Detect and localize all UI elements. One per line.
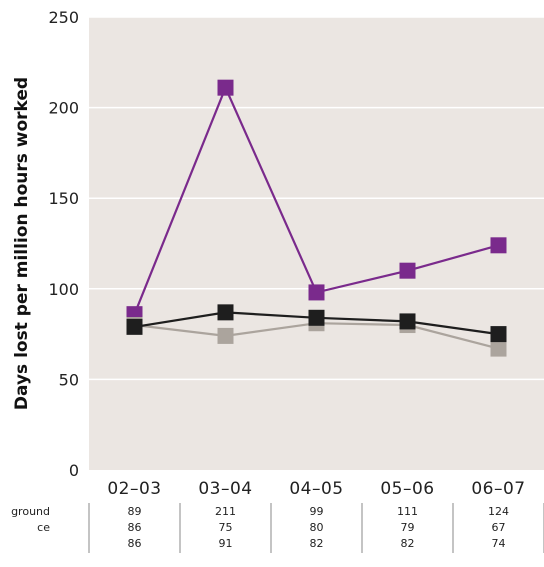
table-cell: 75 xyxy=(219,521,233,534)
series-layer xyxy=(126,79,507,357)
x-tick-label: 02–03 xyxy=(107,479,161,499)
table-cell: 80 xyxy=(310,521,324,534)
y-axis-label: Days lost per million hours worked xyxy=(12,77,32,410)
x-tick-label: 06–07 xyxy=(471,479,525,499)
table-cell: 86 xyxy=(128,537,142,550)
x-tick-label: 05–06 xyxy=(380,479,434,499)
plot-area xyxy=(89,17,544,470)
table-cell: 99 xyxy=(310,505,324,518)
x-tick-label: 03–04 xyxy=(198,479,252,499)
table-cell: 82 xyxy=(310,537,324,550)
table-row-label: ground xyxy=(11,505,50,518)
data-point-marker xyxy=(308,309,325,326)
y-axis-ticks: 0 50 100 150 200 250 xyxy=(48,8,79,480)
data-point-marker xyxy=(308,284,325,301)
data-point-marker xyxy=(399,313,416,330)
table-cell: 91 xyxy=(219,537,233,550)
data-point-marker xyxy=(217,327,234,344)
table-cell: 74 xyxy=(492,537,506,550)
series-3 xyxy=(126,304,507,343)
data-point-marker xyxy=(490,340,507,357)
y-tick-label: 50 xyxy=(59,370,79,389)
table-cell: 86 xyxy=(128,521,142,534)
y-tick-label: 100 xyxy=(48,280,79,299)
table-cell: 211 xyxy=(215,505,236,518)
y-tick-label: 0 xyxy=(69,461,79,480)
data-point-marker xyxy=(217,79,234,96)
series-1 xyxy=(126,79,507,323)
table-cell: 82 xyxy=(401,537,415,550)
table-cell: 124 xyxy=(488,505,509,518)
table-cell: 111 xyxy=(397,505,418,518)
y-tick-label: 200 xyxy=(48,99,79,118)
table-row-label: ce xyxy=(37,521,50,534)
data-point-marker xyxy=(490,326,507,343)
data-point-marker xyxy=(490,237,507,254)
data-point-marker xyxy=(399,262,416,279)
y-tick-label: 150 xyxy=(48,189,79,208)
table-cell: 79 xyxy=(401,521,415,534)
x-tick-label: 04–05 xyxy=(289,479,343,499)
table-cell: 89 xyxy=(128,505,142,518)
y-tick-label: 250 xyxy=(48,8,79,27)
data-table: ground 89 211 99 111 124 ce 86 75 80 79 67 86 91 82 82 7… xyxy=(11,503,544,553)
gridlines xyxy=(89,16,544,381)
data-point-marker xyxy=(217,304,234,321)
x-axis-ticks: 02–03 03–04 04–05 05–06 06–07 xyxy=(107,479,525,499)
table-cell: 67 xyxy=(492,521,506,534)
data-point-marker xyxy=(126,318,143,335)
